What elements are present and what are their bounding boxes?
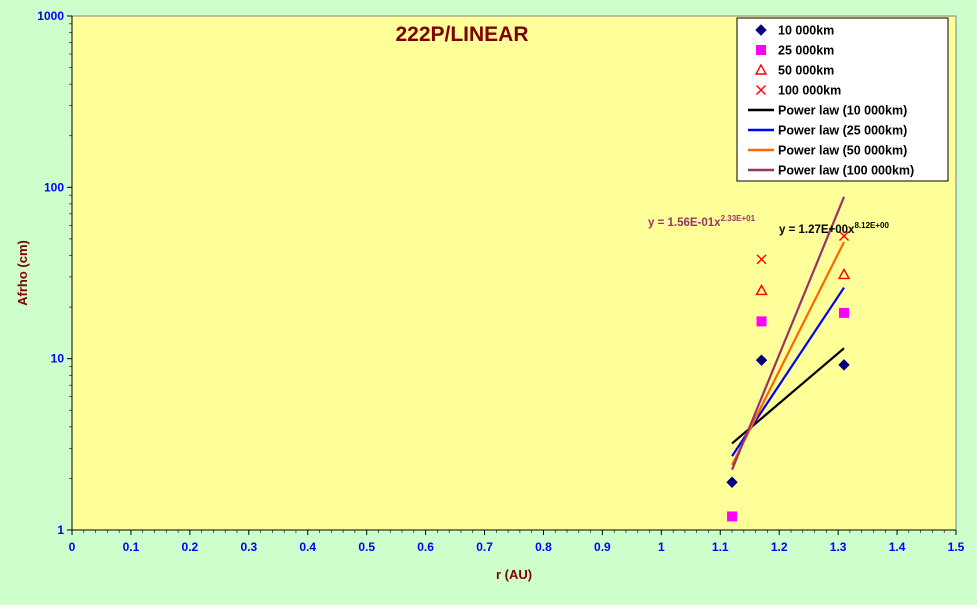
legend-marker [756,45,766,55]
x-tick-label: 0.5 [358,540,375,554]
legend-label: Power law (25 000km) [778,124,907,138]
x-tick-label: 0 [69,540,76,554]
trendlines [731,196,846,471]
data-point [756,254,767,265]
x-tick-label: 0.3 [240,540,257,554]
x-tick-label: 1 [658,540,665,554]
x-tick-label: 1.5 [948,540,965,554]
trend-equations: y = 1.56E-01x2.33E+01 y = 1.27E+00x8.12E+… [648,214,889,236]
data-point [839,230,850,241]
data-point [726,476,738,488]
x-tick-label: 1.2 [771,540,788,554]
chart-title: 222P/LINEAR [395,23,528,46]
data-point [755,284,768,296]
y-tick-label: 1 [57,523,64,537]
data-point [838,359,850,371]
legend-box [736,17,949,182]
legend: 10 000km 25 000km 50 000km 100 000km Power l… [736,17,949,182]
x-tick-label: 0.1 [123,540,140,554]
x-tick-label: 0.7 [476,540,493,554]
legend-label: 25 000km [778,44,834,58]
trend-equation: y = 1.56E-01x2.33E+01 [648,214,756,229]
legend-marker [755,24,767,36]
data-point [837,268,851,280]
x-tick-label: 0.8 [535,540,552,554]
trend-equation: y = 1.27E+00x8.12E+00 [779,221,889,236]
x-tick-label: 1.3 [830,540,847,554]
axes: 0 0.1 0.2 0.3 0.4 0.5 0.6 0.7 0.8 0.9 1 1.1 1.2 1.3 1.… [37,9,964,554]
x-tick-label: 0.2 [182,540,199,554]
y-tick-label: 1000 [37,9,64,23]
x-tick-label: 1.4 [889,540,906,554]
x-tick-label: 0.9 [594,540,611,554]
y-axis-title: Afrho (cm) [15,240,30,306]
x-tick-label: 1.1 [712,540,729,554]
data-point [756,316,767,327]
data-point [727,511,738,522]
trendline [731,241,846,466]
y-tick-label: 10 [51,352,65,366]
x-tick-label: 0.4 [299,540,316,554]
trendline [731,196,846,471]
legend-label: 10 000km [778,24,834,38]
legend-marker [754,63,768,75]
legend-label: 100 000km [778,84,841,98]
data-markers [726,230,851,522]
legend-label: Power law (50 000km) [778,144,907,158]
x-axis-title: r (AU) [496,567,532,582]
data-point [755,354,768,366]
legend-label: Power law (100 000km) [778,164,914,178]
legend-label: 50 000km [778,64,834,78]
y-tick-label: 100 [44,180,64,194]
x-tick-label: 0.6 [417,540,434,554]
legend-label: Power law (10 000km) [778,104,907,118]
data-point [839,307,850,318]
legend-marker [756,85,766,95]
